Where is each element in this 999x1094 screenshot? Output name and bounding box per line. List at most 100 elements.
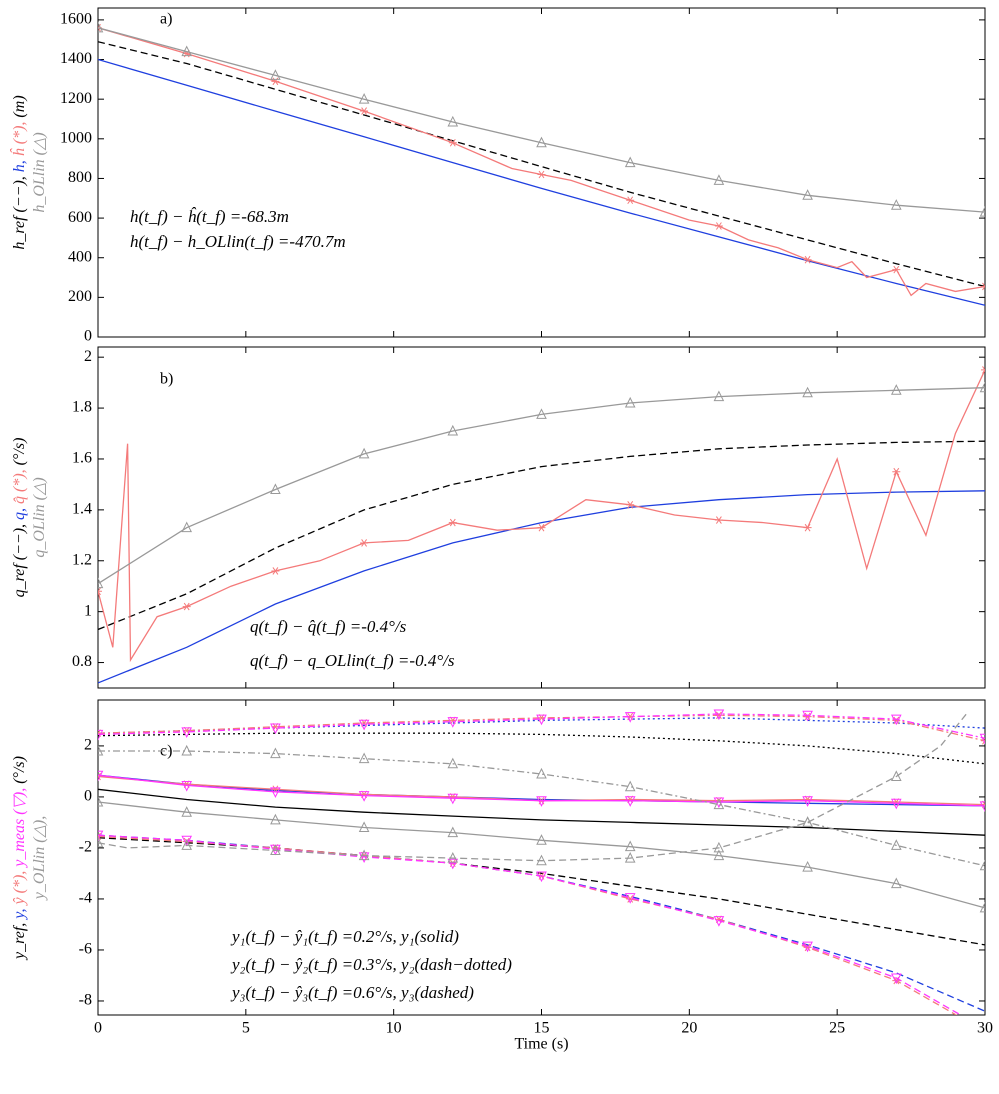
marker bbox=[624, 396, 636, 408]
annotation: q(t_f) − q̂(t_f) =-0.4°/s bbox=[250, 617, 407, 636]
marker bbox=[714, 711, 723, 720]
annotation: y₂(t_f) − ŷ₂(t_f) =0.3°/s, y₂(dash−dotte… bbox=[230, 955, 512, 974]
marker bbox=[358, 821, 370, 833]
marker bbox=[447, 852, 459, 863]
marker bbox=[803, 255, 812, 264]
marker bbox=[98, 795, 104, 807]
marker bbox=[979, 206, 985, 217]
marker bbox=[890, 877, 902, 889]
x-tick-label: 30 bbox=[977, 1020, 993, 1037]
marker bbox=[802, 710, 813, 722]
x-tick-label: 5 bbox=[242, 1020, 250, 1037]
series-line bbox=[98, 27, 985, 297]
y-tick-label: 800 bbox=[68, 169, 92, 186]
series-line bbox=[98, 717, 985, 734]
marker bbox=[981, 282, 985, 291]
marker bbox=[624, 840, 636, 852]
marker bbox=[358, 752, 370, 764]
marker bbox=[98, 587, 102, 596]
x-tick-label: 25 bbox=[829, 1020, 845, 1037]
y-axis-label-part: h_ref (−−), bbox=[11, 172, 28, 249]
x-axis-label: Time (s) bbox=[514, 1036, 568, 1053]
marker bbox=[626, 196, 635, 205]
y-tick-label: 0 bbox=[84, 328, 92, 345]
marker bbox=[713, 174, 725, 185]
y-tick-label: 1000 bbox=[60, 129, 92, 146]
marker bbox=[181, 835, 193, 847]
marker bbox=[890, 199, 902, 210]
marker bbox=[802, 796, 813, 807]
marker bbox=[98, 836, 104, 848]
series-line bbox=[98, 834, 962, 1015]
y-axis-label: h_OLlin (△) bbox=[31, 132, 48, 212]
marker bbox=[979, 381, 985, 393]
marker bbox=[270, 813, 281, 825]
y-tick-label: -4 bbox=[79, 890, 92, 907]
y-tick-label: 1.2 bbox=[72, 551, 92, 568]
marker bbox=[448, 138, 457, 147]
marker bbox=[714, 222, 723, 230]
annotation: q(t_f) − q_OLlin(t_f) =-0.4°/s bbox=[250, 651, 455, 670]
marker bbox=[802, 941, 813, 953]
marker bbox=[713, 709, 725, 721]
y-tick-label: -6 bbox=[79, 941, 92, 958]
marker bbox=[714, 516, 723, 524]
marker bbox=[624, 156, 636, 168]
marker bbox=[713, 841, 725, 853]
marker bbox=[979, 801, 985, 812]
series-line bbox=[98, 440, 985, 631]
marker bbox=[98, 729, 104, 741]
series-line bbox=[98, 788, 985, 836]
marker bbox=[447, 115, 459, 127]
marker bbox=[360, 539, 369, 547]
marker bbox=[536, 136, 547, 148]
marker bbox=[271, 77, 280, 86]
marker bbox=[181, 744, 193, 756]
y-axis-label: q_OLlin (△) bbox=[31, 477, 48, 557]
y-tick-label: 0 bbox=[84, 788, 92, 805]
y-tick-label: 1.4 bbox=[72, 501, 92, 518]
annotation: h(t_f) − ĥ(t_f) =-68.3m bbox=[130, 207, 289, 226]
y-tick-label: -2 bbox=[79, 839, 92, 856]
marker bbox=[979, 733, 985, 745]
marker bbox=[98, 772, 102, 781]
marker bbox=[802, 816, 813, 827]
marker bbox=[181, 839, 193, 850]
marker bbox=[181, 727, 193, 739]
marker bbox=[624, 893, 636, 904]
marker bbox=[270, 747, 281, 759]
marker bbox=[536, 834, 547, 845]
series-group bbox=[98, 366, 985, 684]
marker bbox=[98, 830, 104, 842]
marker bbox=[890, 384, 902, 395]
marker bbox=[447, 793, 459, 805]
marker bbox=[536, 714, 547, 726]
y-tick-label: 0.8 bbox=[72, 653, 92, 670]
series-line bbox=[98, 774, 985, 807]
marker bbox=[181, 780, 193, 792]
panel-label: b) bbox=[160, 371, 173, 388]
marker bbox=[890, 798, 902, 810]
marker bbox=[270, 844, 281, 855]
marker bbox=[802, 860, 813, 872]
y-axis-label-part: ĥ (*), bbox=[9, 118, 28, 157]
y-axis-label: y_ref, y, ŷ (*), y_meas (▽), (°/s) bbox=[11, 756, 28, 961]
marker bbox=[358, 719, 370, 731]
panel-label: c) bbox=[160, 743, 172, 760]
marker bbox=[447, 858, 459, 870]
y-tick-label: -8 bbox=[79, 992, 92, 1009]
marker bbox=[890, 973, 902, 985]
marker bbox=[890, 714, 902, 726]
y-tick-label: 400 bbox=[68, 248, 92, 265]
marker bbox=[624, 712, 636, 723]
marker bbox=[98, 770, 104, 782]
marker bbox=[536, 796, 547, 807]
y-tick-label: 2 bbox=[84, 348, 92, 365]
series-line bbox=[98, 713, 985, 739]
y-tick-label: 1400 bbox=[60, 50, 92, 67]
marker bbox=[626, 500, 635, 509]
y-axis-label-part: (m) bbox=[11, 95, 28, 117]
marker bbox=[181, 806, 193, 817]
